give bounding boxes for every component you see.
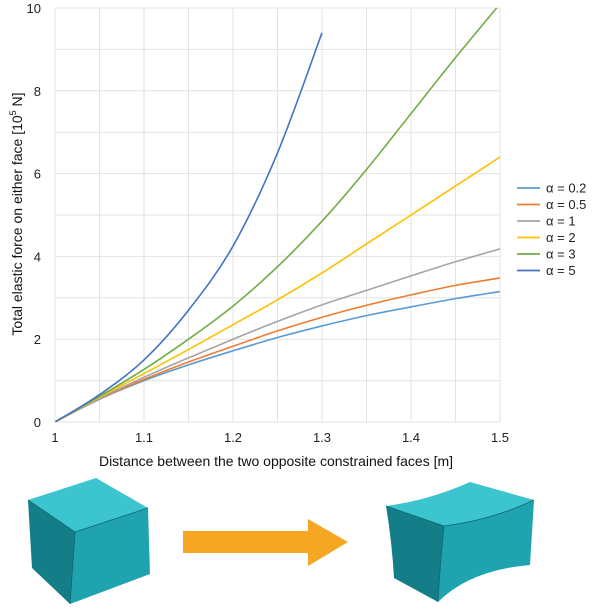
y-tick-label: 2 — [34, 332, 41, 347]
y-tick-label: 8 — [34, 84, 41, 99]
deformed-top-face — [386, 482, 534, 526]
x-tick-label: 1.1 — [135, 430, 153, 445]
legend-label: α = 0.2 — [546, 181, 586, 196]
y-tick-label: 0 — [34, 415, 41, 430]
legend-label: α = 5 — [546, 263, 576, 278]
legend-label: α = 1 — [546, 214, 576, 229]
legend-label: α = 3 — [546, 247, 576, 262]
series-lines — [55, 8, 500, 422]
series-line — [55, 156, 500, 422]
cube-front-face — [70, 508, 150, 604]
deformation-illustration — [27, 478, 535, 605]
cube-edge-vertical — [69, 531, 76, 605]
x-tick-label: 1.3 — [313, 430, 331, 445]
legend-label: α = 2 — [546, 230, 576, 245]
legend-label: α = 0.5 — [546, 197, 586, 212]
x-tick-label: 1 — [51, 430, 58, 445]
series-line — [55, 8, 498, 422]
y-tick-label: 6 — [34, 167, 41, 182]
deformed-cube — [385, 482, 535, 603]
y-axis-label: Total elastic force on either face [105 … — [8, 92, 25, 335]
cube-side-face — [28, 500, 75, 604]
deformed-front-face — [438, 500, 534, 602]
right-arrow-icon — [183, 519, 348, 566]
y-tick-label: 4 — [34, 249, 41, 264]
y-axis-label-exponent: 5 — [8, 110, 18, 115]
x-tick-label: 1.2 — [224, 430, 242, 445]
series-line — [55, 290, 500, 422]
x-axis-label: Distance between the two opposite constr… — [99, 453, 453, 469]
y-axis-label-main: Total elastic force on either face [10 — [9, 115, 25, 335]
deformed-side-face — [386, 506, 444, 602]
series-line — [55, 32, 323, 422]
series-line — [55, 248, 500, 422]
x-tick-labels: 1 1.1 1.2 1.3 1.4 1.5 — [51, 430, 509, 445]
deformed-edges — [385, 499, 535, 603]
y-tick-labels: 0 2 4 6 8 10 — [27, 1, 41, 430]
cube-top-face — [28, 478, 148, 532]
x-tick-label: 1.5 — [491, 430, 509, 445]
y-axis-label-unit: N] — [9, 92, 25, 110]
legend: α = 0.2α = 0.5 α = 1α = 2 α = 3α = 5 — [517, 181, 586, 278]
gridlines — [54, 7, 501, 423]
x-tick-label: 1.4 — [402, 430, 420, 445]
original-cube — [27, 478, 150, 605]
y-tick-label: 10 — [27, 1, 41, 16]
series-line — [55, 277, 500, 422]
